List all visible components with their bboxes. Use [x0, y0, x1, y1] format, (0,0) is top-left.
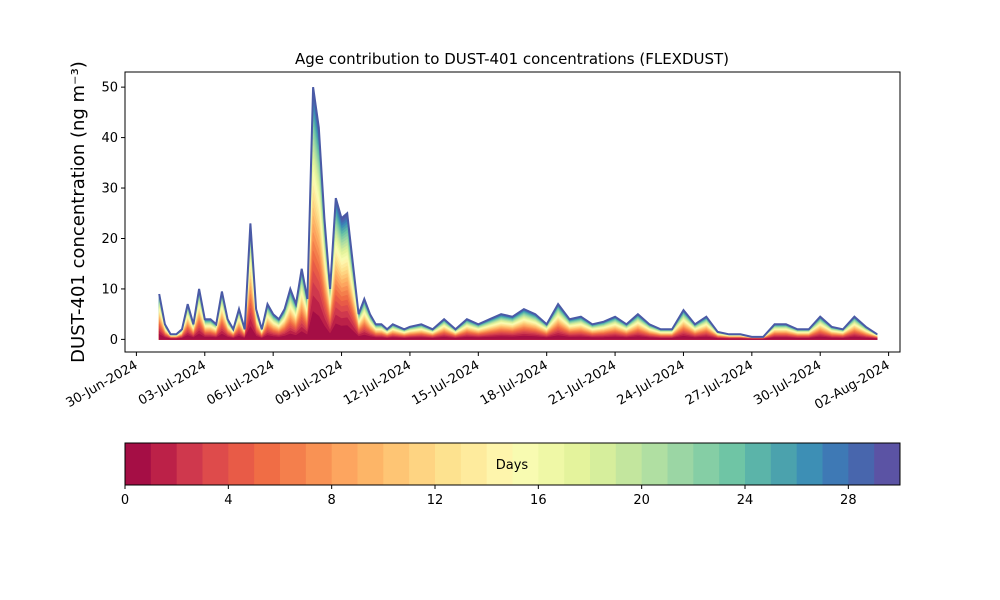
x-tick-label-30-Jun-2024: 30-Jun-2024 — [64, 358, 141, 411]
x-tick-label-18-Jul-2024: 18-Jul-2024 — [478, 358, 551, 409]
colorbar-swatch-10 — [383, 443, 410, 485]
colorbar-tick-label-0: 0 — [121, 493, 129, 508]
colorbar-swatch-0 — [125, 443, 152, 485]
age-band-0 — [158, 311, 878, 340]
colorbar-axis: 0 4 8 12 16 20 24 28 — [121, 485, 857, 508]
colorbar-swatch-17 — [564, 443, 591, 485]
colorbar-swatch-23 — [719, 443, 746, 485]
colorbar-swatch-26 — [796, 443, 823, 485]
colorbar-swatch-11 — [409, 443, 436, 485]
plot-area — [158, 86, 878, 340]
colorbar-swatch-6 — [280, 443, 307, 485]
colorbar-swatch-25 — [770, 443, 798, 485]
colorbar-swatch-9 — [357, 443, 384, 485]
y-tick-label-20: 20 — [101, 232, 118, 247]
colorbar-swatch-2 — [176, 443, 203, 485]
colorbar-tick-label-20: 20 — [633, 493, 650, 508]
colorbar-swatch-27 — [822, 443, 849, 485]
colorbar-swatch-24 — [745, 443, 772, 485]
colorbar-label: Days — [496, 458, 529, 473]
y-tick-label-40: 40 — [101, 131, 118, 146]
x-tick-label-24-Jul-2024: 24-Jul-2024 — [615, 358, 688, 409]
colorbar-swatch-5 — [254, 443, 281, 485]
colorbar-tick-label-4: 4 — [224, 493, 232, 508]
chart-title: Age contribution to DUST-401 concentrati… — [295, 50, 729, 68]
y-tick-label-10: 10 — [101, 282, 118, 297]
y-tick-label-30: 30 — [101, 182, 118, 197]
x-tick-label-21-Jul-2024: 21-Jul-2024 — [546, 358, 619, 409]
colorbar-swatch-1 — [150, 443, 178, 485]
colorbar-swatch-14 — [486, 443, 513, 485]
colorbar-swatch-19 — [615, 443, 643, 485]
colorbar-swatch-8 — [331, 443, 358, 485]
colorbar-swatch-15 — [512, 443, 539, 485]
colorbar-swatch-22 — [693, 443, 720, 485]
y-axis-label: DUST-401 concentration (ng m⁻³) — [68, 61, 89, 363]
colorbar-swatch-20 — [641, 443, 668, 485]
colorbar-swatch-13 — [460, 443, 488, 485]
colorbar-swatch-21 — [667, 443, 694, 485]
x-tick-label-09-Jul-2024: 09-Jul-2024 — [273, 358, 346, 409]
y-axis: 0 10 20 30 40 50 — [101, 81, 125, 348]
colorbar-swatch-12 — [435, 443, 462, 485]
x-tick-label-27-Jul-2024: 27-Jul-2024 — [683, 358, 756, 409]
colorbar-tick-label-28: 28 — [840, 493, 857, 508]
colorbar-swatch-3 — [202, 443, 229, 485]
x-axis: 30-Jun-202403-Jul-202406-Jul-202409-Jul-… — [64, 352, 893, 413]
colorbar-swatch-28 — [848, 443, 875, 485]
colorbar-swatch-7 — [305, 443, 333, 485]
x-tick-label-02-Aug-2024: 02-Aug-2024 — [812, 358, 892, 413]
x-tick-label-06-Jul-2024: 06-Jul-2024 — [204, 358, 277, 409]
y-tick-label-50: 50 — [101, 81, 118, 96]
total-line — [158, 86, 878, 338]
colorbar-tick-label-8: 8 — [328, 493, 336, 508]
colorbar-tick-label-24: 24 — [737, 493, 754, 508]
y-tick-label-0: 0 — [110, 333, 118, 348]
age-band-29 — [158, 87, 878, 340]
colorbar-tick-label-16: 16 — [530, 493, 547, 508]
colorbar-swatch-29 — [874, 443, 901, 485]
x-tick-label-12-Jul-2024: 12-Jul-2024 — [341, 358, 414, 409]
x-tick-label-15-Jul-2024: 15-Jul-2024 — [409, 358, 482, 409]
colorbar-frame — [124, 442, 901, 486]
colorbar — [125, 443, 901, 485]
colorbar-swatch-4 — [228, 443, 255, 485]
colorbar-swatch-16 — [538, 443, 565, 485]
plot-frame — [124, 71, 901, 353]
colorbar-swatch-18 — [590, 443, 617, 485]
x-tick-label-03-Jul-2024: 03-Jul-2024 — [136, 358, 209, 409]
colorbar-tick-label-12: 12 — [427, 493, 444, 508]
